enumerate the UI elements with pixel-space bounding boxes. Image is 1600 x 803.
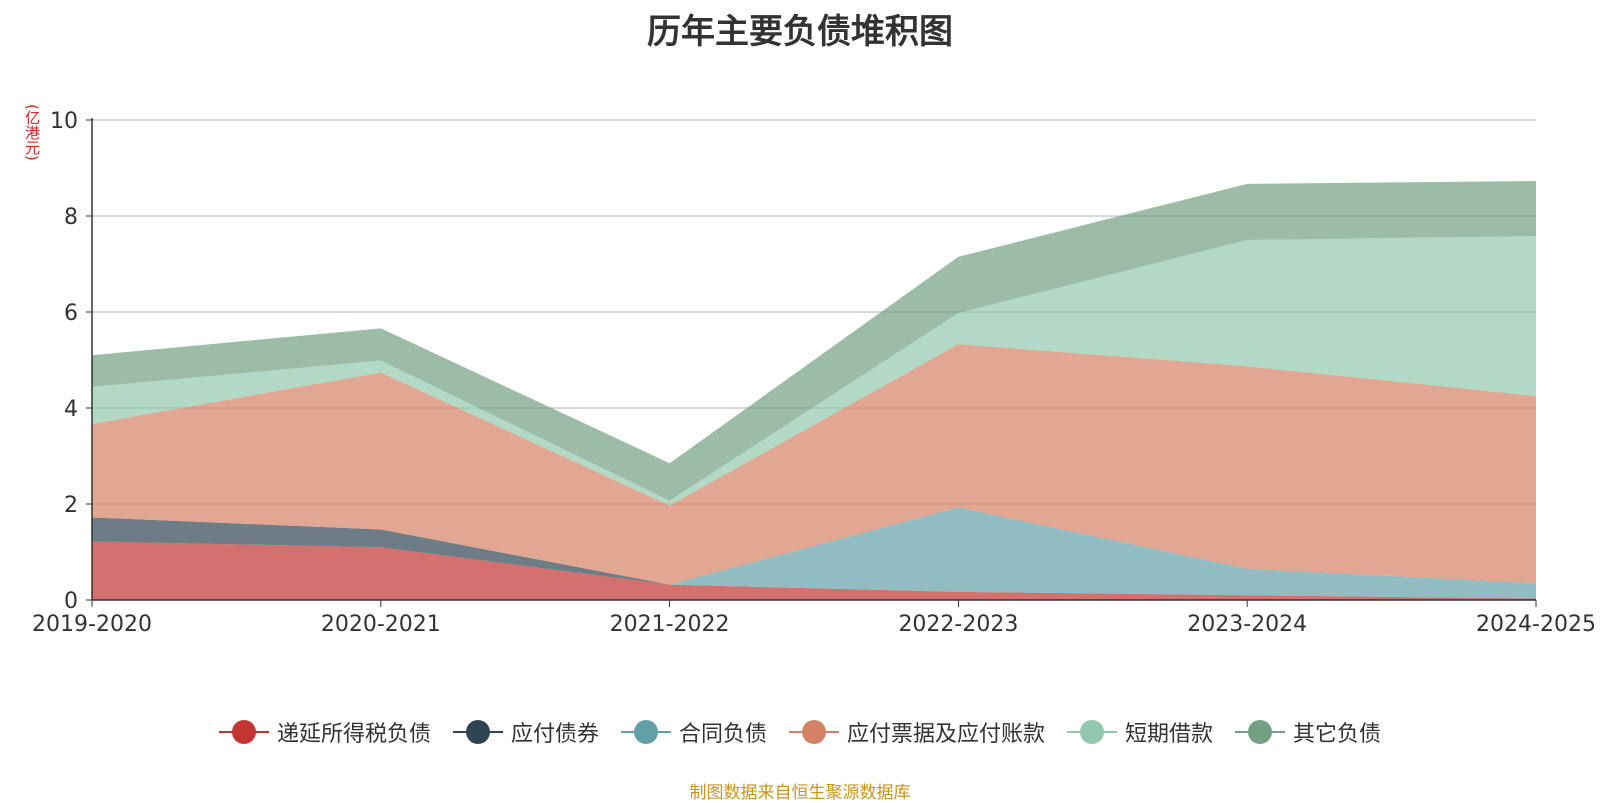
legend-marker-icon — [789, 719, 839, 745]
legend-item[interactable]: 递延所得税负债 — [218, 716, 431, 748]
legend-label: 短期借款 — [1125, 722, 1214, 747]
legend-marker-icon — [218, 719, 269, 745]
legend-label: 应付债券 — [510, 722, 599, 747]
legend-dot — [465, 720, 490, 744]
legend-dot — [231, 720, 256, 744]
y-tick-label: 6 — [64, 301, 78, 326]
y-tick-label: 4 — [64, 397, 78, 422]
legend-marker-icon — [1067, 719, 1118, 745]
area-递延所得税负债 — [92, 541, 1536, 600]
legend-dot — [1248, 720, 1273, 744]
legend-dot — [1080, 720, 1105, 744]
legend-item[interactable]: 短期借款 — [1067, 716, 1213, 748]
chart-title: 历年主要负债堆积图 — [647, 12, 953, 52]
legend-dot — [633, 720, 658, 744]
y-axis-unit-label: (亿港元) — [23, 104, 41, 161]
x-tick-label: 2020-2021 — [321, 612, 441, 637]
y-tick-label: 10 — [50, 109, 78, 134]
stacked-area-chart: 0 2 4 6 8 10 2019-2020 2020-2021 2021-2022 2022-2… — [32, 109, 1596, 637]
y-tick-label: 2 — [64, 493, 78, 518]
x-tick-label: 2022-2023 — [898, 612, 1018, 637]
legend-marker-icon — [620, 719, 671, 745]
y-tick-label: 8 — [64, 205, 78, 230]
area-应付票据及应付账款 — [92, 344, 1536, 585]
legend-label: 递延所得税负债 — [276, 722, 431, 747]
x-tick-label: 2019-2020 — [32, 612, 152, 637]
area-应付债券 — [92, 517, 1536, 599]
x-tick-label: 2024-2025 — [1476, 612, 1596, 637]
x-tick-label: 2023-2024 — [1187, 612, 1307, 637]
y-tick-label: 0 — [64, 589, 78, 614]
legend-item[interactable]: 应付票据及应付账款 — [789, 716, 1045, 748]
x-tick-label: 2021-2022 — [610, 612, 730, 637]
legend-label: 合同负债 — [678, 722, 767, 747]
data-source-note: 制图数据来自恒生聚源数据库 — [689, 783, 911, 803]
legend: 递延所得税负债 应付债券 合同负债 应付票据及应付账款 短期借款 其它负债 — [0, 716, 1600, 748]
area-合同负债 — [92, 507, 1536, 599]
area-短期借款 — [92, 236, 1536, 506]
legend-label: 应付票据及应付账款 — [847, 722, 1046, 747]
legend-marker-icon — [452, 719, 503, 745]
area-其它负债 — [92, 180, 1536, 501]
legend-item[interactable]: 其它负债 — [1235, 716, 1381, 748]
legend-item[interactable]: 合同负债 — [620, 716, 767, 748]
legend-label: 其它负债 — [1293, 722, 1382, 747]
legend-dot — [802, 720, 826, 744]
legend-item[interactable]: 应付债券 — [452, 716, 599, 748]
legend-marker-icon — [1235, 719, 1286, 745]
